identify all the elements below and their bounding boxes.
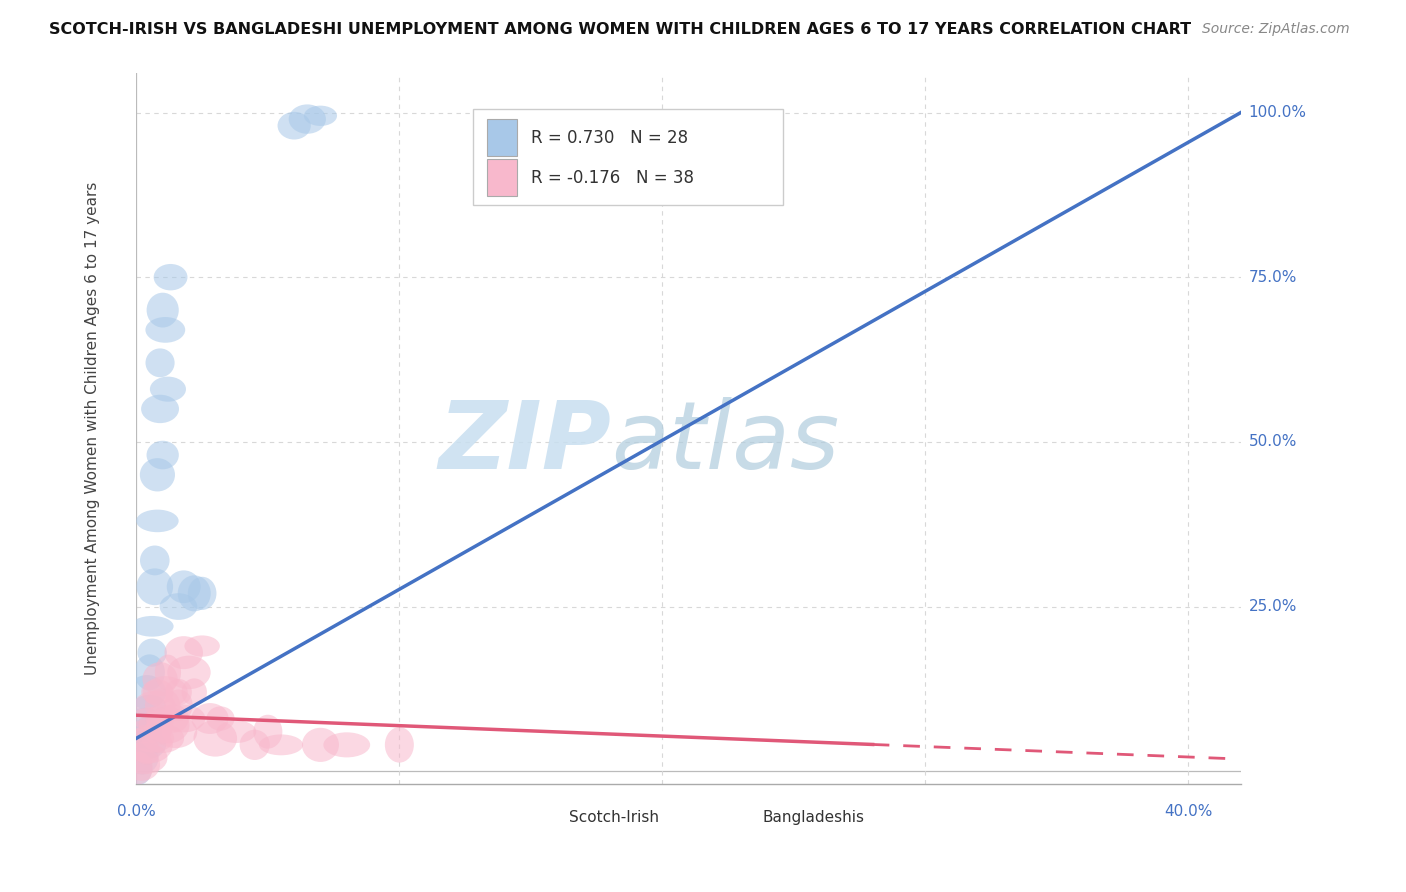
Ellipse shape	[160, 593, 197, 620]
Ellipse shape	[207, 706, 235, 731]
Ellipse shape	[184, 635, 219, 657]
Ellipse shape	[150, 376, 186, 401]
Ellipse shape	[146, 706, 190, 743]
Ellipse shape	[162, 705, 205, 732]
Ellipse shape	[138, 639, 167, 666]
Ellipse shape	[131, 707, 174, 730]
Ellipse shape	[134, 655, 165, 690]
Ellipse shape	[139, 711, 170, 739]
Ellipse shape	[194, 720, 238, 756]
Text: SCOTCH-IRISH VS BANGLADESHI UNEMPLOYMENT AMONG WOMEN WITH CHILDREN AGES 6 TO 17 : SCOTCH-IRISH VS BANGLADESHI UNEMPLOYMENT…	[49, 22, 1191, 37]
Text: R = -0.176   N = 38: R = -0.176 N = 38	[530, 169, 693, 186]
Text: 100.0%: 100.0%	[1249, 105, 1306, 120]
Text: R = 0.730   N = 28: R = 0.730 N = 28	[530, 128, 688, 146]
Ellipse shape	[304, 105, 337, 126]
Text: 0.0%: 0.0%	[117, 805, 156, 819]
Ellipse shape	[125, 751, 152, 785]
Ellipse shape	[127, 726, 173, 764]
Ellipse shape	[145, 689, 180, 723]
Ellipse shape	[141, 546, 170, 575]
Ellipse shape	[165, 690, 193, 722]
Ellipse shape	[167, 656, 211, 690]
Ellipse shape	[131, 724, 174, 753]
Text: ZIP: ZIP	[439, 397, 612, 489]
Ellipse shape	[177, 575, 211, 611]
Ellipse shape	[143, 676, 188, 708]
Text: 25.0%: 25.0%	[1249, 599, 1298, 614]
Ellipse shape	[141, 680, 173, 705]
Ellipse shape	[188, 577, 217, 610]
Ellipse shape	[136, 509, 179, 533]
Text: 75.0%: 75.0%	[1249, 269, 1298, 285]
Bar	[534, 804, 561, 830]
Text: 40.0%: 40.0%	[1164, 805, 1212, 819]
Bar	[486, 159, 517, 196]
Ellipse shape	[191, 703, 229, 734]
Ellipse shape	[155, 715, 197, 748]
Ellipse shape	[165, 679, 191, 706]
Ellipse shape	[146, 441, 179, 469]
Ellipse shape	[127, 707, 162, 730]
Ellipse shape	[145, 349, 174, 377]
Ellipse shape	[181, 679, 207, 706]
Ellipse shape	[277, 112, 311, 139]
Ellipse shape	[136, 568, 173, 605]
Text: Unemployment Among Women with Children Ages 6 to 17 years: Unemployment Among Women with Children A…	[84, 182, 100, 675]
Ellipse shape	[128, 720, 166, 744]
Text: Source: ZipAtlas.com: Source: ZipAtlas.com	[1202, 22, 1350, 37]
Text: 50.0%: 50.0%	[1249, 434, 1298, 450]
Ellipse shape	[302, 728, 339, 762]
Ellipse shape	[121, 742, 167, 774]
Ellipse shape	[142, 662, 177, 696]
Ellipse shape	[134, 739, 160, 764]
Ellipse shape	[165, 636, 202, 669]
Bar	[486, 120, 517, 156]
Text: atlas: atlas	[612, 398, 839, 489]
Ellipse shape	[141, 723, 184, 753]
Ellipse shape	[145, 317, 186, 343]
FancyBboxPatch shape	[474, 109, 783, 204]
Ellipse shape	[253, 714, 283, 748]
Ellipse shape	[131, 616, 173, 637]
Ellipse shape	[125, 752, 153, 784]
Ellipse shape	[153, 264, 187, 291]
Ellipse shape	[143, 719, 172, 745]
Ellipse shape	[217, 721, 256, 743]
Ellipse shape	[155, 655, 181, 690]
Ellipse shape	[128, 675, 166, 709]
Ellipse shape	[323, 732, 370, 757]
Ellipse shape	[239, 730, 270, 760]
Ellipse shape	[146, 705, 174, 732]
Ellipse shape	[288, 104, 326, 134]
Ellipse shape	[134, 691, 176, 720]
Ellipse shape	[122, 730, 166, 760]
Ellipse shape	[259, 734, 304, 756]
Ellipse shape	[141, 395, 179, 423]
Bar	[727, 804, 755, 830]
Ellipse shape	[157, 704, 188, 733]
Text: Bangladeshis: Bangladeshis	[762, 810, 865, 824]
Ellipse shape	[134, 695, 166, 716]
Ellipse shape	[125, 741, 159, 774]
Ellipse shape	[167, 570, 201, 603]
Text: Scotch-Irish: Scotch-Irish	[569, 810, 659, 824]
Ellipse shape	[146, 293, 179, 327]
Ellipse shape	[385, 727, 413, 763]
Ellipse shape	[124, 748, 160, 780]
Ellipse shape	[132, 717, 162, 747]
Ellipse shape	[139, 458, 174, 491]
